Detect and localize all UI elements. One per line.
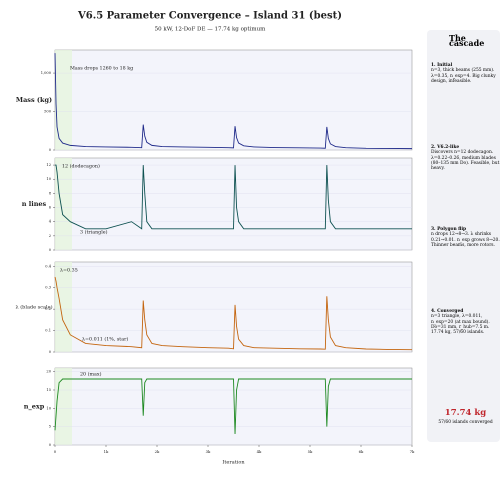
x-tick-label: 7k [410, 449, 415, 454]
y-tick-label: 0 [49, 248, 52, 252]
x-tick-label: 3k [206, 449, 211, 454]
x-tick-label: 2k [155, 449, 160, 454]
x-tick-label: 5k [308, 449, 313, 454]
y-tick-label: 4 [49, 220, 52, 224]
section-body: n=3, thick beams (255 mm). λ=0.35, n_exp… [431, 68, 496, 85]
y-tick-label: 0.3 [45, 286, 51, 290]
line [54, 276, 413, 351]
section: 1. Initial n=3, thick beams (255 mm). λ=0… [431, 63, 500, 145]
section-body: n drops 12→8→3. λ shrinks 0.21→0.01. n_e… [431, 232, 500, 249]
y-tick-label: 500 [44, 110, 52, 114]
y-tick-label: 8 [49, 191, 52, 195]
annotation: Mass drops 1260 to 18 kg [70, 66, 133, 72]
chart-title: V6.5 Parameter Convergence – Island 31 (… [77, 11, 342, 22]
plot-area [54, 157, 413, 251]
line [54, 378, 412, 435]
y-tick-label: 10 [46, 406, 51, 410]
y-tick-label: 5 [49, 425, 52, 429]
section-body: Discovers n=12 dodecagon. λ=0.22–0.26, m… [431, 150, 500, 172]
initial-phase [55, 262, 72, 352]
result-note: 57/60 islands converged [438, 420, 493, 426]
section-heading: 4. Converged [431, 308, 464, 314]
y-tick-label: 10 [46, 177, 51, 181]
annotation: λ=0.35 [60, 268, 78, 274]
sidebar-title: The cascade [449, 33, 485, 49]
y-tick-label: 0 [49, 350, 52, 354]
x-tick-label: 6k [359, 449, 364, 454]
y-tick-label: 0 [49, 443, 52, 447]
initial-phase [55, 368, 72, 445]
sidebar: The cascade 1. Initial n=3, thick beams (… [427, 30, 500, 442]
plot-area [54, 49, 413, 151]
annotation: 3 (triangle) [80, 229, 108, 236]
y-axis-label: n_exp [24, 403, 45, 411]
y-axis-label: Mass (kg) [16, 96, 52, 104]
x-tick-label: 4k [257, 449, 262, 454]
y-tick-label: 0.4 [45, 264, 51, 268]
y-tick-label: 15 [46, 388, 51, 392]
y-tick-label: 6 [49, 206, 52, 210]
chart-subtitle: 50 kW, 12-DoF DE — 17.74 kg optimum [155, 27, 266, 33]
y-tick-label: 0 [49, 148, 52, 152]
y-tick-label: 0.1 [45, 329, 51, 333]
section-body: n=3 triangle, λ=0.011, n_exp=20 (at max … [431, 314, 490, 336]
y-tick-label: 0.2 [45, 307, 51, 311]
y-tick-label: 2 [49, 234, 51, 238]
annotation: λ=0.011 (1%, star) [82, 336, 128, 343]
y-tick-label: 12 [46, 163, 51, 167]
line [54, 53, 413, 150]
y-tick-label: 20 [46, 370, 51, 374]
line [55, 164, 412, 230]
annotation: 12 (dodecagon) [62, 163, 100, 170]
section-heading: 3. Polygon flip [431, 226, 467, 232]
annotation: 20 (max) [80, 371, 102, 378]
section: 2. V6.2-like Discovers n=12 dodecagon. λ=… [431, 145, 500, 227]
y-axis-label: λ (blade scale) [15, 304, 52, 311]
section: 4. Converged n=3 triangle, λ=0.011, n_exp… [431, 309, 500, 391]
initial-phase [55, 158, 72, 250]
y-axis-label: n lines [22, 200, 47, 208]
section-heading: 2. V6.2-like [431, 144, 460, 150]
y-tick-label: 1,000 [41, 71, 52, 75]
x-tick-label: 1k [104, 449, 109, 454]
section-heading: 1. Initial [431, 62, 453, 68]
result: 17.74 kg [444, 407, 487, 418]
section: 3. Polygon flip n drops 12→8→3. λ shrinks… [431, 227, 500, 309]
x-axis-label: Iteration [222, 460, 245, 466]
x-tick-label: 0 [54, 449, 57, 454]
initial-phase [55, 50, 72, 150]
